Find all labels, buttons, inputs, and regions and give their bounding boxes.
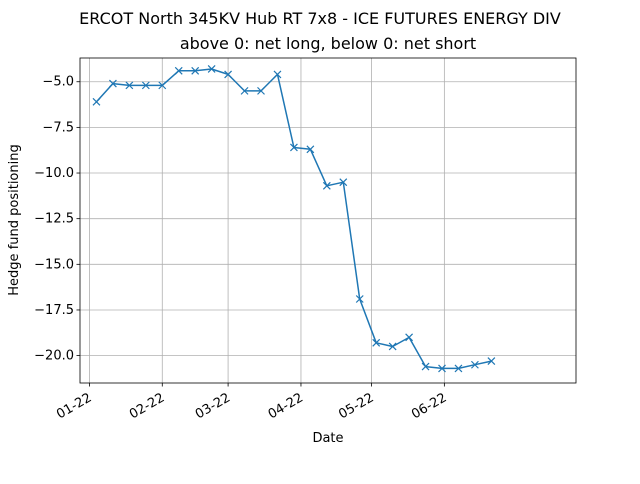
data-point-marker bbox=[224, 70, 233, 79]
data-point-marker bbox=[289, 143, 298, 152]
y-axis-label: Hedge fund positioning bbox=[7, 144, 22, 295]
marker-stroke bbox=[438, 364, 446, 373]
data-point-marker bbox=[257, 86, 265, 95]
marker-stroke bbox=[405, 333, 414, 342]
data-point-marker bbox=[372, 338, 381, 347]
series-layer bbox=[92, 65, 496, 373]
data-point-marker bbox=[92, 97, 101, 106]
data-point-marker bbox=[339, 178, 348, 187]
data-point-marker bbox=[174, 66, 183, 75]
marker-stroke bbox=[207, 65, 216, 73]
data-point-marker bbox=[487, 357, 496, 366]
marker-stroke bbox=[257, 86, 265, 95]
marker-stroke bbox=[240, 86, 249, 95]
marker-stroke bbox=[92, 97, 101, 106]
marker-stroke bbox=[421, 362, 430, 371]
x-tick-label: 06-22 bbox=[409, 390, 449, 422]
chart-title: ERCOT North 345KV Hub RT 7x8 - ICE FUTUR… bbox=[79, 9, 561, 28]
marker-stroke bbox=[289, 143, 298, 152]
marker-stroke bbox=[322, 181, 331, 190]
marker-stroke bbox=[487, 357, 496, 366]
marker-stroke bbox=[470, 360, 479, 369]
marker-stroke bbox=[273, 70, 282, 79]
data-point-marker bbox=[108, 79, 117, 88]
data-point-marker bbox=[125, 81, 134, 90]
data-point-marker bbox=[273, 70, 282, 79]
marker-stroke bbox=[125, 81, 134, 90]
y-tick-label: −17.5 bbox=[34, 303, 74, 318]
data-point-marker bbox=[158, 81, 167, 90]
marker-stroke bbox=[191, 66, 200, 75]
y-tick-label: −10.0 bbox=[34, 166, 74, 181]
y-axis-ticks: −5.0 −7.5 −10.0 −12.5 −15.0 −17.5 −20.0 bbox=[34, 75, 80, 364]
marker-stroke bbox=[355, 295, 364, 303]
x-tick-label: 04-22 bbox=[266, 390, 306, 422]
marker-stroke bbox=[339, 178, 348, 187]
x-tick-label: 05-22 bbox=[336, 390, 376, 422]
x-axis-label: Date bbox=[312, 431, 343, 446]
marker-stroke bbox=[158, 81, 167, 90]
data-point-marker bbox=[240, 86, 249, 95]
marker-stroke bbox=[174, 66, 183, 75]
y-tick-label: −5.0 bbox=[42, 75, 74, 90]
data-point-marker bbox=[405, 333, 414, 342]
data-point-marker bbox=[355, 295, 364, 303]
data-point-marker bbox=[306, 145, 315, 154]
y-tick-label: −7.5 bbox=[42, 120, 74, 135]
x-axis-ticks: 01-22 02-22 03-22 04-22 05-22 06-22 bbox=[54, 383, 449, 422]
x-tick-label: 02-22 bbox=[127, 390, 167, 422]
marker-stroke bbox=[108, 79, 117, 88]
marker-stroke bbox=[454, 364, 463, 373]
data-point-marker bbox=[207, 65, 216, 73]
marker-stroke bbox=[224, 70, 233, 79]
y-tick-label: −12.5 bbox=[34, 212, 74, 227]
x-tick-label: 03-22 bbox=[193, 390, 233, 422]
data-point-marker bbox=[438, 364, 446, 373]
x-tick-label: 01-22 bbox=[54, 390, 94, 422]
data-point-marker bbox=[421, 362, 430, 371]
y-tick-label: −20.0 bbox=[34, 349, 74, 364]
data-point-marker bbox=[191, 66, 200, 75]
chart-subtitle: above 0: net long, below 0: net short bbox=[180, 34, 476, 53]
marker-stroke bbox=[388, 342, 397, 351]
marker-stroke bbox=[372, 338, 381, 347]
marker-stroke bbox=[141, 81, 150, 90]
data-point-marker bbox=[454, 364, 463, 373]
data-point-marker bbox=[141, 81, 150, 90]
marker-stroke bbox=[306, 145, 315, 154]
y-tick-label: −15.0 bbox=[34, 257, 74, 272]
plot-frame bbox=[79, 57, 577, 384]
data-point-marker bbox=[388, 342, 397, 351]
data-point-marker bbox=[470, 360, 479, 369]
data-point-marker bbox=[322, 181, 331, 190]
grid-lines bbox=[80, 58, 576, 383]
